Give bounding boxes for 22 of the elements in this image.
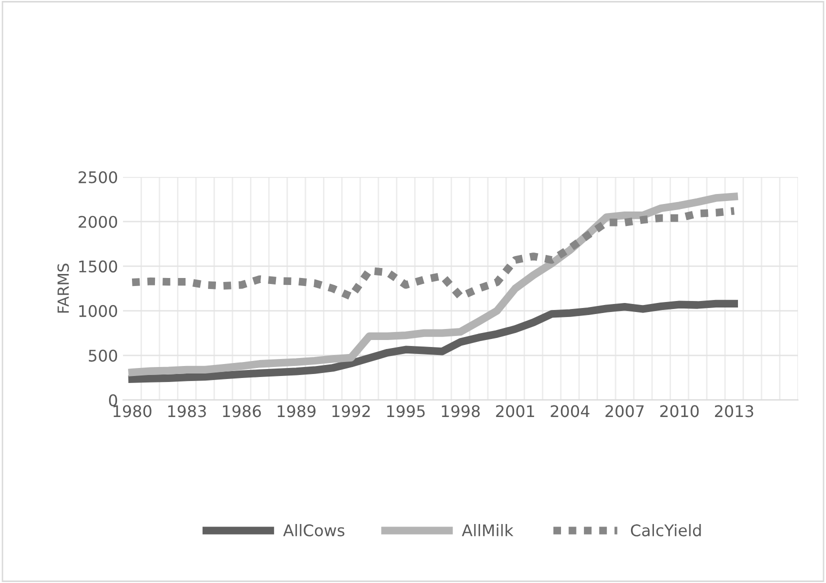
x-tick-label: 2007	[606, 405, 644, 418]
legend-label: CalcYield	[630, 524, 701, 536]
x-tick-label: 1980	[114, 405, 152, 418]
legend-label: AllCows	[283, 524, 344, 536]
x-tick-label: 2010	[660, 405, 699, 418]
x-tick-label: 1983	[168, 405, 206, 418]
x-tick-label: 1995	[387, 405, 425, 418]
y-tick-label: 1000	[79, 305, 118, 318]
x-tick-label: 2013	[714, 405, 754, 418]
x-tick-label: 1992	[332, 405, 370, 418]
y-tick-label: 1500	[79, 260, 118, 272]
legend-label: AllMilk	[462, 524, 514, 536]
y-tick-label: 0	[109, 394, 118, 406]
x-tick-label: 1998	[442, 405, 480, 418]
y-tick-label: 2500	[78, 171, 118, 184]
x-tick-label: 2001	[496, 405, 534, 418]
x-tick-label: 1989	[278, 405, 316, 418]
x-tick-label: 2004	[550, 405, 590, 418]
y-tick-label: 2000	[78, 216, 118, 228]
x-tick-label: 1986	[223, 405, 261, 418]
y-axis-title: FARMS	[57, 264, 69, 313]
y-tick-label: 500	[88, 350, 118, 362]
